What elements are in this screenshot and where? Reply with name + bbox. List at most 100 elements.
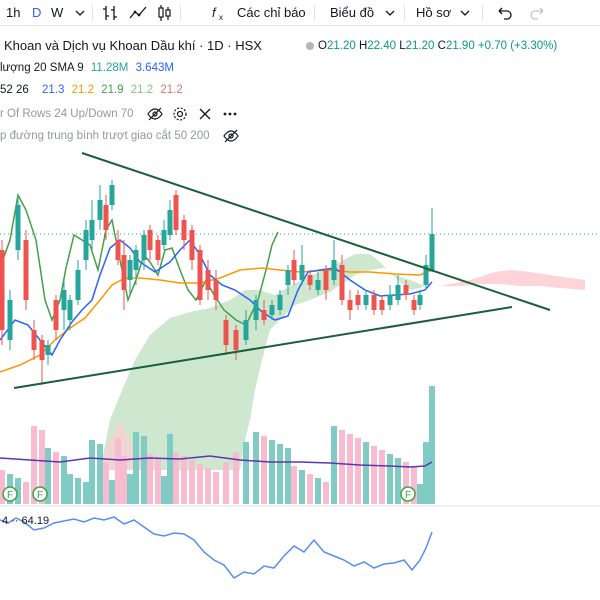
- candle-body: [269, 305, 275, 315]
- volume-bar: [67, 474, 73, 504]
- volume-bar: [379, 450, 385, 504]
- volume-bar: [23, 482, 29, 504]
- chart-layout-button[interactable]: Biểu đồ: [330, 5, 375, 20]
- volume-bar: [363, 442, 369, 504]
- lower-trendline[interactable]: [13, 306, 513, 389]
- chevron-down-icon[interactable]: [70, 3, 90, 23]
- volume-bar: [45, 448, 51, 504]
- ma-cross-legend[interactable]: p đường trung bình trượt giao cắt 50 200: [0, 128, 239, 144]
- more-icon[interactable]: [222, 106, 238, 122]
- volume-bar: [253, 432, 259, 504]
- candle-body: [285, 270, 291, 285]
- candle-body: [307, 275, 313, 285]
- volume-bar: [429, 386, 435, 504]
- open-value: 21.20: [326, 40, 356, 52]
- lagging-value: 21.9: [101, 84, 124, 96]
- candle-body: [429, 234, 435, 270]
- svg-text:F: F: [37, 490, 43, 501]
- bar-chart-icon[interactable]: [100, 3, 120, 23]
- volume-bar: [15, 478, 21, 504]
- chevron-down-icon[interactable]: [380, 3, 400, 23]
- interval-d-button[interactable]: D: [32, 5, 42, 20]
- interval-1h-button[interactable]: 1h: [6, 5, 21, 20]
- volume-bar: [315, 478, 321, 504]
- candle-body: [331, 260, 337, 280]
- volume-bar: [181, 456, 187, 504]
- candle-body: [403, 285, 409, 295]
- candle-body: [115, 240, 121, 260]
- candle-body: [355, 295, 361, 305]
- volume-bar: [395, 458, 401, 504]
- undo-icon[interactable]: [494, 3, 514, 23]
- symbol-title[interactable]: Khoan và Dịch vụ Khoan Dầu khí · 1D · HS…: [4, 38, 262, 53]
- svg-text:x: x: [219, 13, 223, 22]
- candle-body: [339, 265, 345, 300]
- volume-bar: [75, 478, 81, 504]
- volume-bar: [371, 446, 377, 504]
- volume-bar: [277, 444, 283, 504]
- interval-w-button[interactable]: W: [51, 5, 64, 20]
- volume-bar: [417, 484, 423, 504]
- redo-icon[interactable]: [528, 3, 548, 23]
- candle-body: [61, 290, 67, 310]
- line-chart-icon[interactable]: [128, 3, 148, 23]
- indicators-button[interactable]: Các chỉ báo: [237, 5, 306, 20]
- ichimoku-legend[interactable]: 52 26 21.3 21.2 21.9 21.2 21.2: [0, 84, 183, 96]
- candle-body: [189, 230, 195, 260]
- candlesticks: [0, 180, 435, 385]
- candle-body: [423, 265, 429, 285]
- earnings-flag-icon[interactable]: F: [400, 486, 416, 502]
- candle-body: [121, 255, 127, 290]
- eye-off-icon[interactable]: [223, 128, 239, 144]
- volume-bar: [0, 470, 5, 504]
- volume-bar: [331, 426, 337, 504]
- toolbar-divider: [314, 5, 315, 21]
- candle-body: [243, 320, 249, 340]
- chevron-down-icon[interactable]: [455, 3, 475, 23]
- volume-bar: [355, 438, 361, 504]
- volume-bar: [189, 460, 195, 504]
- candle-body: [417, 295, 423, 305]
- candle-body: [315, 280, 321, 290]
- volume-legend[interactable]: lượng 20 SMA 9 11.28M 3.643M: [0, 62, 174, 74]
- candles-icon[interactable]: [154, 3, 174, 23]
- candle-body: [411, 300, 417, 310]
- ohlc-readout: O21.20 H22.40 L21.20 C21.90 +0.70 (+3.30…: [306, 40, 557, 52]
- toolbar-divider: [180, 5, 181, 21]
- vrvp-legend[interactable]: r Of Rows 24 Up/Down 70: [0, 106, 238, 122]
- high-value: 22.40: [367, 40, 397, 52]
- conversion-value: 21.3: [41, 84, 65, 96]
- earnings-flag-icon[interactable]: F: [2, 486, 18, 502]
- candle-body: [363, 295, 369, 305]
- candle-body: [233, 330, 239, 350]
- candle-body: [147, 230, 153, 250]
- volume-bar: [285, 448, 291, 504]
- upper-trendline[interactable]: [81, 152, 551, 311]
- volume-bar: [147, 454, 153, 504]
- toolbar-divider: [482, 5, 483, 21]
- profile-button[interactable]: Hồ sơ: [416, 5, 452, 20]
- candle-body: [261, 310, 267, 320]
- volume-bar: [269, 440, 275, 504]
- leading-b-value: 21.2: [160, 84, 183, 96]
- candle-body: [387, 295, 393, 305]
- close-icon[interactable]: [197, 106, 213, 122]
- volume-bar: [115, 438, 121, 504]
- volume-bar: [223, 462, 229, 504]
- eye-off-icon[interactable]: [147, 106, 163, 122]
- candle-body: [127, 260, 133, 280]
- candle-body: [45, 345, 51, 355]
- volume-bar: [323, 482, 329, 504]
- candle-body: [205, 270, 211, 290]
- low-value: 21.20: [405, 40, 435, 52]
- candle-body: [89, 220, 95, 240]
- gear-icon[interactable]: [172, 106, 188, 122]
- volume-bar: [133, 432, 139, 504]
- candle-body: [31, 330, 37, 350]
- earnings-flag-icon[interactable]: F: [32, 486, 48, 502]
- candle-body: [83, 230, 89, 260]
- volume-sma-value: 3.643M: [135, 62, 174, 74]
